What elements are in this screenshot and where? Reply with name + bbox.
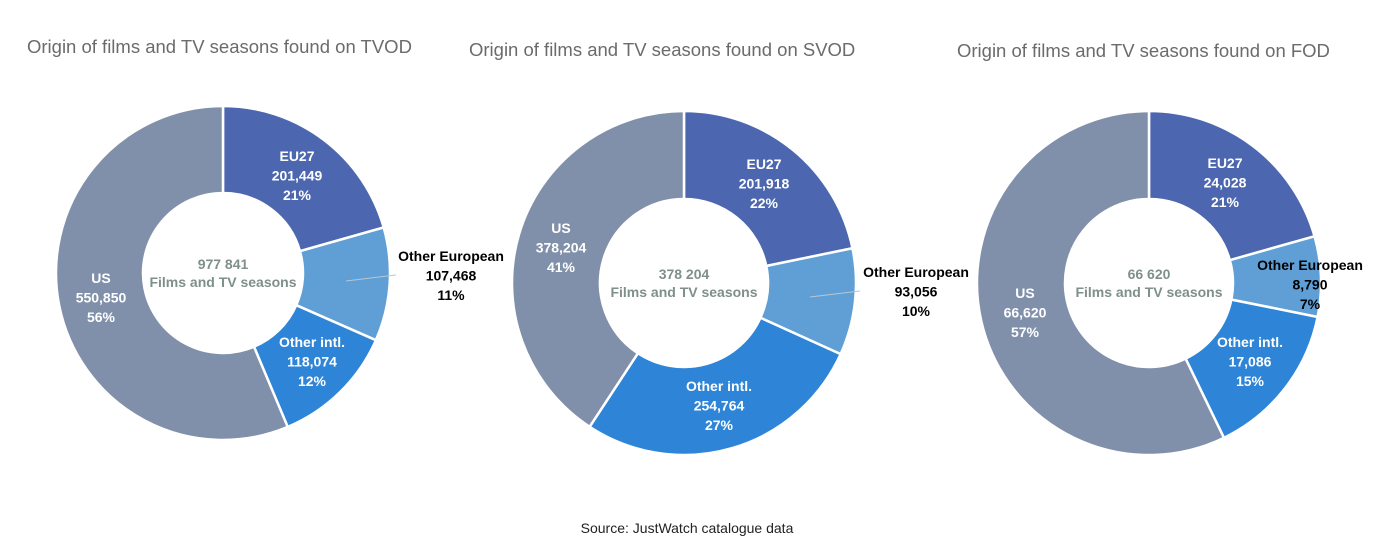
slice-svod-other-intl [587, 316, 843, 457]
data-label-fod-other-european: Other European 8,790 7% [1257, 257, 1363, 312]
data-label-fod-eu27: EU27 24,028 21% [1204, 155, 1247, 210]
data-label-svod-other-european: Other European 93,056 10% [863, 264, 969, 319]
donut-fod: EU27 24,028 21% Other European 8,790 7% Other … [975, 109, 1363, 457]
data-label-fod-us: US 66,620 57% [1004, 285, 1047, 340]
leader-line-svod-other-european [809, 290, 861, 298]
data-label-svod-us: US 378,204 41% [536, 220, 587, 275]
data-label-svod-eu27: EU27 201,918 22% [739, 156, 790, 211]
data-label-tvod-other-intl: Other intl. 118,074 12% [279, 334, 345, 389]
data-label-tvod-eu27: EU27 201,449 21% [272, 148, 323, 203]
source-note: Source: JustWatch catalogue data [580, 520, 794, 536]
slice-svod-eu27 [682, 109, 854, 268]
slice-tvod-us [54, 104, 290, 442]
center-total-tvod: 977 841 Films and TV seasons [149, 256, 296, 290]
leader-line-tvod-other-european [345, 274, 397, 282]
data-label-fod-other-intl: Other intl. 17,086 15% [1217, 334, 1283, 389]
center-total-fod: 66 620 Films and TV seasons [1075, 266, 1222, 300]
chart-title-tvod: Origin of films and TV seasons found on … [27, 36, 412, 57]
center-total-svod: 378 204 Films and TV seasons [610, 266, 757, 300]
slice-svod-us [510, 109, 686, 429]
data-label-svod-other-intl: Other intl. 254,764 27% [686, 378, 752, 433]
donut-svod: EU27 201,918 22% Other European 93,056 10% Oth… [510, 109, 969, 457]
chart-title-svod: Origin of films and TV seasons found on … [469, 39, 856, 60]
donut-tvod: EU27 201,449 21% Other European 107,468 11% Ot… [54, 104, 504, 442]
data-label-tvod-other-european: Other European 107,468 11% [398, 248, 504, 303]
slice-fod-eu27 [1147, 109, 1317, 262]
slice-tvod-eu27 [221, 104, 386, 253]
slice-fod-us [975, 109, 1226, 457]
data-label-tvod-us: US 550,850 56% [76, 270, 127, 325]
chart-title-fod: Origin of films and TV seasons found on … [957, 40, 1330, 61]
